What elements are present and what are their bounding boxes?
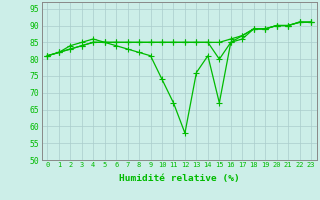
X-axis label: Humidité relative (%): Humidité relative (%) xyxy=(119,174,240,183)
